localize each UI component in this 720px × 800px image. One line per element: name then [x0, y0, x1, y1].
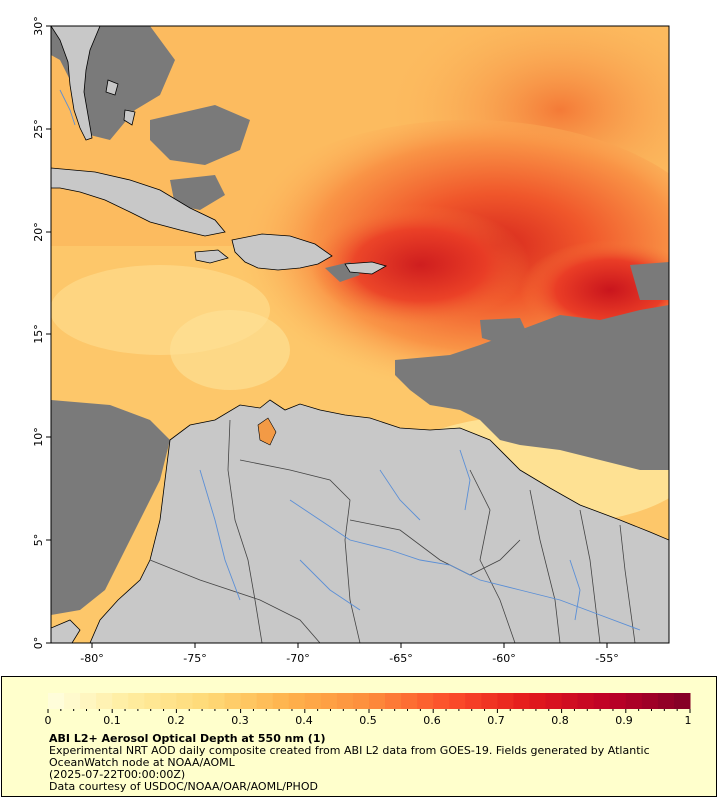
colorbar-cell: [272, 693, 290, 709]
colorbar-cell: [497, 693, 514, 709]
colorbar-label-0.7: 0.7: [487, 714, 505, 727]
colorbar: 0 0.1 0.2 0.3 0.4 0.5 0.6 0.7 0.8 0.9 1: [45, 693, 692, 727]
colorbar-cell: [545, 693, 563, 709]
lat-label-15: 15°: [32, 324, 45, 344]
land: [51, 26, 669, 643]
lon-label-80: -80°: [80, 652, 103, 665]
colorbar-cell: [513, 693, 530, 709]
colorbar-cell: [609, 693, 627, 709]
lon-label-60: -60°: [492, 652, 515, 665]
lat-label-0: 0°: [32, 637, 45, 650]
colorbar-cell: [288, 693, 306, 709]
colorbar-cell: [208, 693, 226, 709]
colorbar-cell: [240, 693, 258, 709]
lon-label-70: -70°: [286, 652, 309, 665]
lon-label-75: -75°: [183, 652, 206, 665]
colorbar-cell: [160, 693, 177, 709]
colorbar-cell: [96, 693, 113, 709]
colorbar-cell: [577, 693, 595, 709]
colorbar-label-0.5: 0.5: [359, 714, 377, 727]
colorbar-cell: [224, 693, 242, 709]
colorbar-label-0.1: 0.1: [103, 714, 121, 727]
colorbar-cell: [529, 693, 547, 709]
colorbar-cell: [449, 693, 466, 709]
colorbar-cells: [48, 693, 691, 709]
lake-maracaibo: [257, 417, 277, 446]
colorbar-cell: [481, 693, 498, 709]
south-america: [89, 399, 669, 643]
lat-label-20: 20°: [32, 222, 45, 242]
colorbar-label-0.6: 0.6: [423, 714, 441, 727]
axis-ticks: [46, 25, 608, 648]
colorbar-cell: [48, 693, 65, 709]
lat-label-10: 10°: [32, 427, 45, 447]
legend-description-line-1: Experimental NRT AOD daily composite cre…: [49, 744, 650, 757]
colorbar-cell: [433, 693, 450, 709]
lat-label-25: 25°: [32, 119, 45, 139]
colorbar-cell: [144, 693, 161, 709]
florida: [51, 26, 101, 141]
lat-label-30: 30°: [32, 16, 45, 36]
lat-label-5: 5°: [32, 534, 45, 547]
colorbar-label-0.2: 0.2: [167, 714, 185, 727]
colorbar-label-0.4: 0.4: [295, 714, 313, 727]
colorbar-cell: [192, 693, 209, 709]
colorbar-cell: [64, 693, 81, 709]
colorbar-label-0: 0: [45, 714, 52, 727]
lon-label-65: -65°: [389, 652, 412, 665]
colorbar-cell: [593, 693, 611, 709]
rivers: [59, 89, 641, 631]
legend-credit: Data courtesy of USDOC/NOAA/OAR/AOML/PHO…: [49, 780, 318, 793]
colorbar-cell: [320, 693, 338, 709]
legend-text: ABI L2+ Aerosol Optical Depth at 550 nm …: [49, 733, 689, 793]
cuba: [51, 167, 226, 237]
legend-title: ABI L2+ Aerosol Optical Depth at 550 nm …: [49, 732, 326, 745]
colorbar-cell: [369, 693, 386, 709]
colorbar-label-0.9: 0.9: [615, 714, 633, 727]
colorbar-cell: [80, 693, 97, 709]
aod-map: 30° 25° 20° 15° 10° 5° 0° -80° -75° -70°…: [32, 16, 670, 665]
lon-label-55: -55°: [595, 652, 618, 665]
colorbar-cell: [352, 693, 370, 709]
colorbar-label-0.3: 0.3: [231, 714, 249, 727]
legend-description-line-2: OceanWatch node at NOAA/AOML: [49, 756, 235, 769]
colorbar-cell: [401, 693, 418, 709]
colorbar-cell: [112, 693, 129, 709]
colorbar-cell: [336, 693, 354, 709]
colorbar-cell: [304, 693, 322, 709]
colorbar-cell: [673, 693, 691, 709]
colorbar-cell: [641, 693, 659, 709]
colorbar-cell: [256, 693, 274, 709]
colorbar-label-1: 1: [685, 714, 692, 727]
legend-panel: 0 0.1 0.2 0.3 0.4 0.5 0.6 0.7 0.8 0.9 1 …: [1, 676, 717, 797]
colorbar-cell: [417, 693, 434, 709]
colorbar-cell: [385, 693, 402, 709]
legend-date: (2025-07-22T00:00:00Z): [49, 768, 186, 781]
colorbar-cell: [465, 693, 482, 709]
colorbar-cell: [625, 693, 643, 709]
colorbar-cell: [657, 693, 675, 709]
puerto-rico: [344, 261, 388, 275]
country-borders: [149, 419, 636, 643]
map-canvas: 30° 25° 20° 15° 10° 5° 0° -80° -75° -70°…: [32, 16, 670, 665]
colorbar-ticks: [47, 709, 691, 713]
colorbar-cell: [561, 693, 579, 709]
jamaica: [194, 249, 229, 264]
colorbar-cell: [176, 693, 193, 709]
colorbar-label-0.8: 0.8: [551, 714, 569, 727]
colorbar-cell: [128, 693, 145, 709]
hispaniola: [231, 233, 333, 271]
